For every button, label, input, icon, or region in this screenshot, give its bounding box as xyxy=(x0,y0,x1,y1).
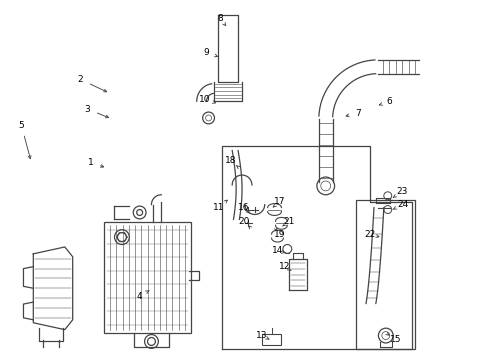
Text: 13: 13 xyxy=(256,331,268,340)
Text: 4: 4 xyxy=(137,292,143,301)
Text: 19: 19 xyxy=(274,230,285,239)
Bar xyxy=(104,222,191,333)
Text: 7: 7 xyxy=(355,109,361,118)
Text: 23: 23 xyxy=(397,187,408,196)
Text: 14: 14 xyxy=(272,246,283,255)
Text: 5: 5 xyxy=(19,121,25,130)
Text: 17: 17 xyxy=(274,197,285,206)
Text: 11: 11 xyxy=(213,203,224,212)
Text: 10: 10 xyxy=(199,95,210,104)
Text: 22: 22 xyxy=(365,230,376,239)
Text: 21: 21 xyxy=(284,217,295,226)
Text: 24: 24 xyxy=(397,200,408,209)
Text: 8: 8 xyxy=(218,14,223,23)
Bar xyxy=(262,334,281,345)
Text: 3: 3 xyxy=(85,105,90,114)
Text: 1: 1 xyxy=(88,158,93,167)
Text: 12: 12 xyxy=(279,262,290,271)
Text: 16: 16 xyxy=(238,203,250,212)
Text: 2: 2 xyxy=(78,75,83,84)
Bar xyxy=(356,200,416,349)
Text: 18: 18 xyxy=(224,156,236,165)
Text: 20: 20 xyxy=(238,217,250,226)
Text: 15: 15 xyxy=(390,335,401,344)
Text: 9: 9 xyxy=(204,48,210,57)
Text: 6: 6 xyxy=(387,97,392,106)
